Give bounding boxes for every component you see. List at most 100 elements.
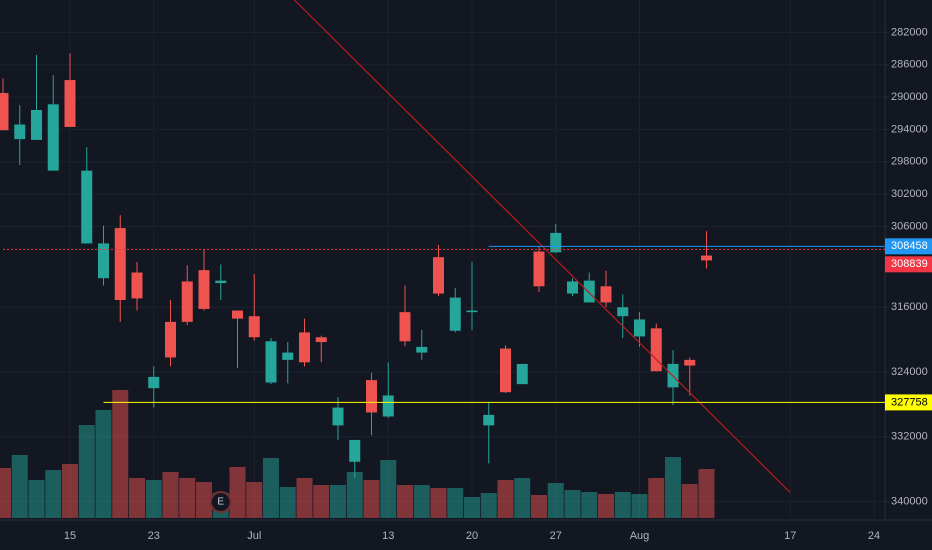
candle-body	[516, 363, 528, 385]
volume-bar	[145, 480, 162, 518]
candle-body	[98, 243, 109, 279]
volume-bar	[330, 485, 346, 518]
volume-bar	[112, 390, 129, 518]
candle-body	[299, 332, 310, 363]
y-tick-label: 298000	[891, 156, 928, 168]
candle-body	[500, 348, 511, 393]
candle-body	[701, 255, 712, 261]
y-tick-label: 286000	[891, 59, 928, 71]
x-tick-label: 27	[550, 530, 562, 542]
candle-body	[550, 232, 562, 253]
volume-bar	[45, 470, 62, 518]
candle-body	[416, 346, 428, 353]
volume-bar	[480, 493, 497, 518]
event-label: E	[217, 497, 224, 508]
candle-body	[399, 312, 411, 342]
candle-body	[466, 310, 478, 313]
candle-body	[47, 104, 59, 171]
volume-bar	[681, 484, 698, 518]
price-label: 308458	[891, 240, 928, 252]
candle-body	[31, 109, 42, 140]
y-tick-label: 290000	[891, 91, 928, 103]
volume-bar	[497, 480, 514, 518]
candle-body	[14, 124, 26, 140]
y-tick-label: 316000	[891, 301, 928, 313]
candle-body	[265, 341, 277, 383]
candle-body	[684, 359, 696, 366]
volume-bar	[162, 472, 179, 518]
volume-bar	[196, 482, 212, 518]
volume-bar	[464, 497, 480, 518]
candle-body	[198, 270, 210, 309]
volume-bar	[413, 485, 430, 518]
volume-bar	[78, 425, 95, 518]
y-tick-label: 332000	[891, 431, 928, 443]
volume-bar	[514, 478, 531, 518]
volume-bar	[363, 480, 380, 518]
volume-bar	[648, 478, 665, 518]
price-label: 327758	[891, 396, 928, 408]
candle-body	[349, 439, 361, 462]
volume-bar	[246, 482, 263, 518]
candle-body	[181, 281, 193, 322]
series-layer	[0, 0, 885, 520]
x-tick-label: 20	[466, 530, 478, 542]
x-tick-label: 13	[382, 530, 394, 542]
candle-body	[248, 316, 260, 338]
price-label: 308839	[891, 258, 928, 270]
candle-body	[131, 272, 143, 299]
candle-body	[332, 407, 344, 426]
x-tick-label: 15	[64, 530, 76, 542]
x-tick-label: 24	[868, 530, 880, 542]
volume-bar	[263, 458, 279, 518]
candle-body	[650, 328, 662, 372]
candle-body	[483, 414, 495, 426]
volume-bar	[95, 410, 112, 518]
candle-body	[382, 395, 394, 417]
volume-bar	[313, 485, 330, 518]
candle-body	[533, 251, 545, 287]
y-tick-label: 306000	[891, 220, 928, 232]
price-label-box	[885, 238, 932, 255]
price-label-box	[885, 256, 932, 273]
y-tick-label: 282000	[891, 26, 928, 38]
y-tick-label: 302000	[891, 188, 928, 200]
candle-body	[148, 376, 160, 389]
candle-body	[315, 337, 327, 343]
volume-bar	[229, 467, 246, 518]
volume-bar	[296, 478, 313, 518]
candle-body	[433, 257, 444, 294]
candle-body	[165, 321, 176, 358]
candle-body	[232, 310, 243, 319]
volume-bar	[346, 472, 363, 518]
candle-body	[634, 319, 645, 337]
candle-body	[64, 80, 76, 127]
candle-body	[366, 380, 377, 413]
candle-body	[617, 307, 629, 317]
volume-bar	[598, 494, 614, 518]
x-tick-label: 23	[148, 530, 160, 542]
volume-bar	[380, 460, 397, 518]
y-tick-label: 340000	[891, 495, 928, 507]
volume-bar	[447, 488, 464, 518]
candle-body	[282, 352, 294, 360]
volume-bar	[564, 490, 581, 518]
volume-bar	[631, 494, 648, 518]
x-tick-label: Aug	[630, 530, 650, 542]
volume-bar	[129, 478, 145, 518]
candle-body	[114, 228, 126, 301]
x-tick-label: Jul	[247, 530, 261, 542]
candle-body	[600, 286, 612, 303]
candle-body	[215, 280, 227, 284]
volume-bar	[11, 455, 28, 518]
candle-body	[0, 93, 9, 131]
volume-bar	[179, 478, 196, 518]
volume-bar	[531, 495, 547, 518]
volume-bar	[665, 457, 681, 518]
volume-bar	[581, 492, 598, 518]
volume-bar	[430, 488, 447, 518]
price-label-box	[885, 394, 932, 411]
volume-bar	[28, 480, 45, 518]
candle-body	[567, 281, 578, 294]
